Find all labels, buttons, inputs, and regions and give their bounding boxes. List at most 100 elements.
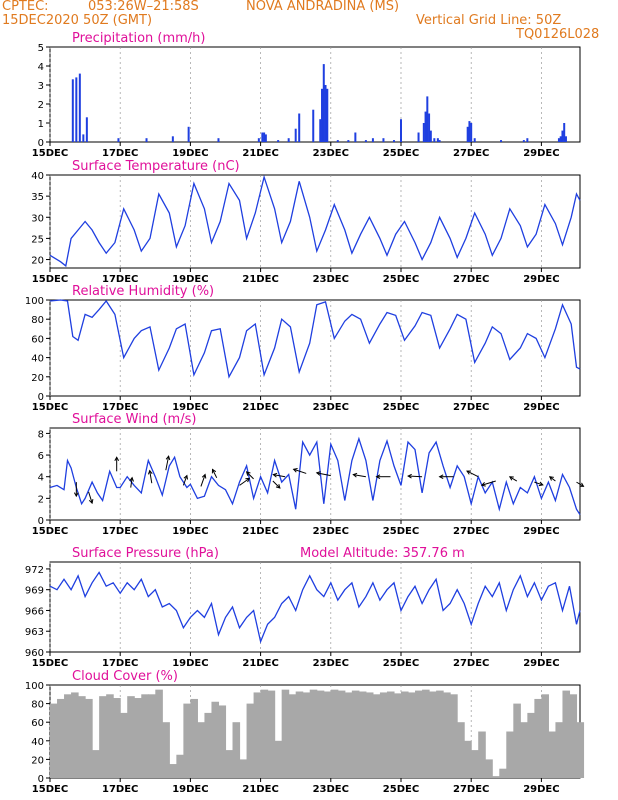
x-tick-label: 15DEC: [32, 402, 68, 413]
wind-vector: [147, 469, 153, 484]
cloud-bar: [337, 690, 346, 778]
cloud-bar: [351, 690, 360, 778]
precip-bar: [417, 132, 420, 142]
cloud-bar: [569, 694, 578, 778]
wind-arrow-shaft: [466, 470, 479, 478]
x-tick-label: 29DEC: [523, 784, 559, 795]
cloud-bar: [316, 690, 325, 778]
cloud-bar: [400, 691, 409, 778]
wind-arrow-shaft: [549, 476, 556, 482]
wind-vector: [200, 473, 207, 487]
wind-vector: [466, 470, 479, 478]
cloud-bar: [576, 722, 585, 778]
wind-arrow-shaft: [165, 456, 170, 471]
panel-frame: [49, 299, 581, 397]
cloud-bar: [225, 750, 234, 778]
y-tick-label: 4: [38, 62, 44, 73]
cloud-bar: [457, 722, 465, 778]
y-tick-label: 40: [31, 171, 44, 182]
cloud-bar: [253, 692, 262, 778]
wind-arrow-head: [292, 468, 298, 473]
precip-bar: [371, 138, 374, 142]
wind-arrow-shaft: [293, 468, 307, 474]
cloud-bar: [274, 740, 283, 778]
precip-bar: [257, 138, 260, 142]
y-tick-label: 25: [31, 234, 44, 245]
x-tick-label: 27DEC: [453, 526, 489, 537]
y-tick-label: 2: [38, 100, 44, 111]
wind-arrow-shaft: [576, 481, 584, 487]
panel-4: 0 2 4 6 8 15DEC 17DEC 19DEC 21DEC 23DEC 25DEC 27DEC…: [32, 412, 585, 537]
cloud-bar: [520, 722, 528, 778]
cloud-bar: [239, 759, 248, 778]
cloud-bar: [534, 698, 542, 778]
cloud-bar: [246, 703, 255, 778]
panel-frame: [49, 561, 581, 653]
x-tick-label: 21DEC: [242, 526, 278, 537]
x-tick-label: 21DEC: [242, 274, 278, 285]
wind-vector: [315, 471, 331, 477]
x-tick-label: 25DEC: [383, 658, 419, 669]
x-tick-label: 19DEC: [172, 526, 208, 537]
x-tick-label: 19DEC: [172, 784, 208, 795]
wind-vector: [88, 491, 94, 505]
wind-arrow-head: [272, 472, 278, 478]
precip-bar: [324, 85, 327, 142]
precip-bar: [75, 77, 78, 142]
y-tick-label: 100: [25, 681, 44, 692]
precip-bar: [261, 132, 264, 142]
precip-bar: [426, 96, 429, 142]
cloud-bar: [113, 698, 121, 778]
header-model: TQ0126L028: [516, 27, 600, 42]
precip-bar: [326, 88, 329, 142]
y-tick-label: 100: [25, 296, 44, 307]
x-tick-label: 25DEC: [383, 274, 419, 285]
panel-title: Surface Temperature (nC): [72, 159, 240, 174]
x-tick-label: 17DEC: [102, 658, 138, 669]
wind-arrow-shaft: [239, 477, 250, 486]
precip-bar: [312, 109, 315, 142]
cloud-bar: [330, 689, 339, 778]
wind-arrow-shaft: [182, 475, 188, 486]
y-tick-label: 40: [31, 737, 44, 748]
precip-bar: [399, 119, 402, 142]
cloud-bar: [183, 703, 191, 778]
cloud-bar: [344, 692, 353, 778]
x-tick-label: 15DEC: [32, 526, 68, 537]
cloud-bar: [429, 691, 437, 778]
x-tick-label: 19DEC: [172, 148, 208, 159]
cloud-bar: [176, 754, 184, 778]
x-tick-label: 17DEC: [102, 274, 138, 285]
wind-arrow-head: [88, 499, 94, 505]
cloud-bar: [464, 740, 472, 778]
header-cptec: CPTEC:: [2, 0, 49, 14]
wind-vector: [165, 455, 171, 471]
wind-arrow-head: [480, 482, 486, 487]
wind-arrow-shaft: [408, 475, 423, 478]
precip-bar: [429, 130, 432, 142]
precip-bar: [294, 128, 297, 142]
precip-bar: [217, 138, 220, 142]
x-tick-label: 19DEC: [172, 274, 208, 285]
cloud-bar: [106, 694, 114, 778]
wind-vector: [508, 476, 518, 482]
precip-bar: [382, 138, 385, 142]
x-tick-label: 21DEC: [242, 658, 278, 669]
y-tick-label: 0: [38, 138, 44, 149]
y-tick-label: 5: [38, 43, 44, 54]
panel-3: 0 20 40 60 80 100 15DEC 17DEC 19DEC 21DEC 23DEC 25D…: [25, 284, 581, 413]
precip-bar: [263, 132, 266, 142]
cloud-bar: [555, 722, 564, 778]
x-tick-label: 17DEC: [102, 148, 138, 159]
x-tick-label: 19DEC: [172, 402, 208, 413]
cloud-bar: [393, 693, 402, 778]
wind-arrow-head: [245, 471, 251, 476]
y-tick-label: 3: [38, 81, 44, 92]
precip-bar: [559, 136, 562, 142]
y-tick-label: 2: [38, 494, 44, 505]
wind-arrow-shaft: [353, 474, 366, 478]
wind-vector: [272, 480, 281, 489]
cloud-bar: [295, 691, 304, 778]
cloud-bar: [85, 698, 93, 778]
x-tick-label: 29DEC: [523, 402, 559, 413]
